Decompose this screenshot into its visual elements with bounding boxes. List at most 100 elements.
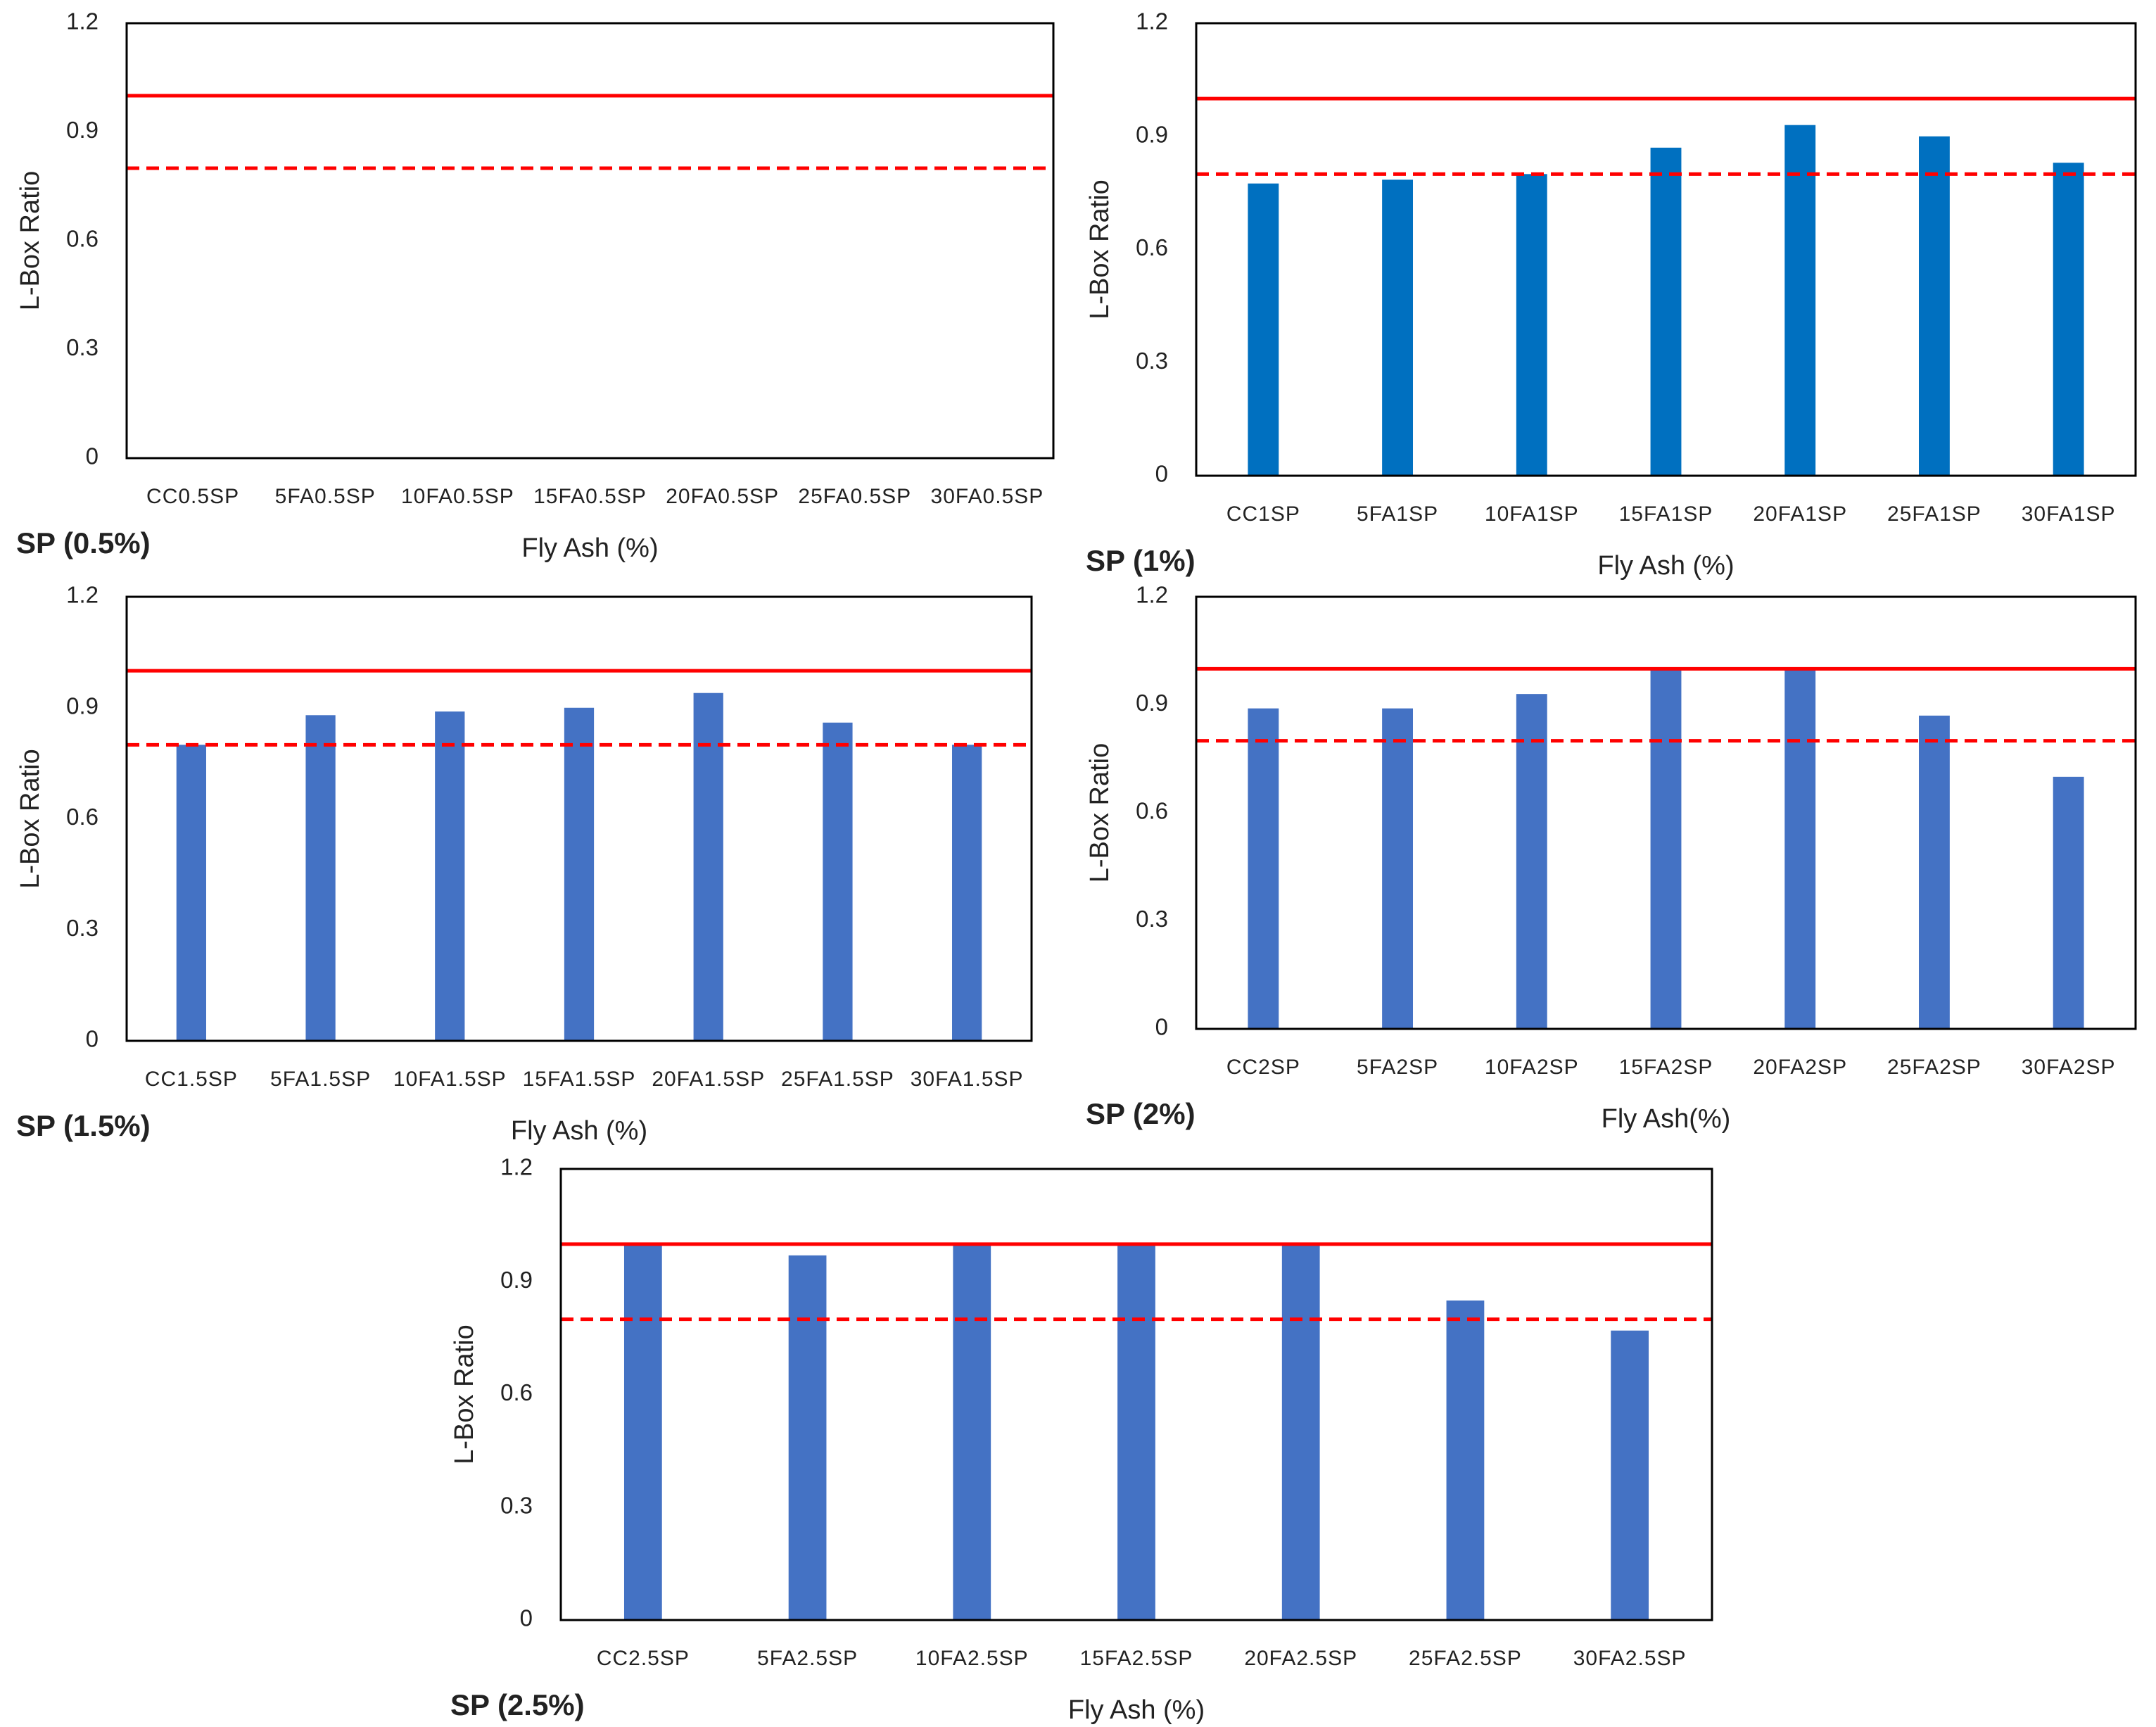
y-tick-label: 0 (86, 1026, 99, 1052)
bar (788, 1255, 827, 1620)
panel-label: SP (1%) (1086, 544, 1196, 577)
y-tick-label: 0 (86, 443, 99, 469)
y-tick-label: 0 (1155, 461, 1168, 487)
bar (1650, 147, 1682, 476)
y-tick-label: 0.9 (1136, 690, 1168, 716)
x-tick-label: 5FA1SP (1357, 502, 1438, 526)
y-tick-label: 0.3 (66, 915, 99, 941)
x-tick-label: 25FA1.5SP (781, 1068, 894, 1091)
y-axis-title: L-Box Ratio (15, 749, 45, 889)
panel-label: SP (1.5%) (16, 1109, 151, 1142)
y-tick-label: 0.3 (1136, 906, 1168, 932)
x-tick-label: 15FA2SP (1619, 1056, 1713, 1079)
x-tick-label: 15FA0.5SP (533, 485, 647, 508)
y-tick-label: 1.2 (1136, 8, 1168, 34)
y-tick-label: 1.2 (66, 582, 99, 608)
bar (952, 745, 982, 1041)
x-tick-label: 25FA1SP (1887, 502, 1981, 526)
y-tick-label: 0.6 (66, 804, 99, 830)
x-tick-label: 25FA0.5SP (798, 485, 911, 508)
x-tick-label: 20FA2.5SP (1244, 1647, 1357, 1670)
x-tick-label: 25FA2SP (1887, 1056, 1981, 1079)
y-tick-label: 0.3 (1136, 348, 1168, 374)
y-axis-title: L-Box Ratio (1085, 743, 1115, 883)
bar (1248, 708, 1279, 1029)
y-axis-title: L-Box Ratio (450, 1324, 479, 1465)
bar (623, 1244, 662, 1620)
panel: 0 0.3 0.6 0.9 1.2 CC1.5SP 5FA1.5SP 10FA1.5SP 15F… (15, 582, 1033, 1146)
bar (1248, 183, 1279, 476)
x-tick-label: CC1SP (1226, 502, 1300, 526)
bar (1446, 1300, 1485, 1620)
bar (693, 692, 723, 1041)
x-tick-label: 5FA1.5SP (270, 1068, 371, 1091)
x-tick-label: 5FA0.5SP (275, 485, 376, 508)
x-tick-label: 10FA2.5SP (915, 1647, 1029, 1670)
bar (1611, 1330, 1649, 1620)
y-tick-label: 1.2 (66, 8, 99, 34)
bar (1382, 179, 1414, 476)
y-tick-label: 0.6 (1136, 234, 1168, 260)
bar (1516, 694, 1547, 1029)
y-tick-label: 0 (520, 1605, 533, 1631)
bar (953, 1244, 991, 1620)
bar (564, 707, 595, 1041)
x-tick-label: 15FA2.5SP (1080, 1647, 1193, 1670)
x-tick-label: 30FA0.5SP (931, 485, 1044, 508)
x-tick-label: 10FA2SP (1485, 1056, 1579, 1079)
x-tick-label: 20FA2SP (1753, 1056, 1847, 1079)
panel-label: SP (2%) (1086, 1097, 1196, 1130)
x-tick-label: CC2SP (1226, 1056, 1300, 1079)
y-tick-label: 0.6 (500, 1379, 533, 1405)
bar (176, 745, 206, 1041)
x-axis-title: Fly Ash (%) (1597, 551, 1734, 581)
x-tick-label: 30FA1.5SP (911, 1068, 1024, 1091)
bar (2053, 776, 2084, 1029)
y-tick-label: 0.6 (66, 226, 99, 252)
x-tick-label: 25FA2.5SP (1409, 1647, 1522, 1670)
y-tick-label: 0.3 (500, 1492, 533, 1518)
x-tick-label: 10FA1SP (1485, 502, 1579, 526)
panel: 0 0.3 0.6 0.9 1.2 CC2SP 5FA2SP 10FA2SP 15FA2SP 20… (1085, 582, 2137, 1134)
x-tick-label: 15FA1SP (1619, 502, 1713, 526)
plot-frame (559, 1168, 1713, 1621)
x-axis-title: Fly Ash(%) (1602, 1104, 1731, 1134)
bar (2053, 163, 2084, 476)
y-tick-label: 0.9 (66, 117, 99, 143)
panel-label: SP (2.5%) (450, 1688, 585, 1721)
bar (823, 722, 853, 1041)
plot-frame (1195, 595, 2137, 1030)
y-tick-label: 0.6 (1136, 798, 1168, 824)
x-tick-label: 20FA0.5SP (666, 485, 779, 508)
x-tick-label: 5FA2.5SP (757, 1647, 858, 1670)
y-tick-label: 1.2 (1136, 582, 1168, 608)
x-tick-label: CC0.5SP (146, 485, 239, 508)
x-tick-label: 20FA1SP (1753, 502, 1847, 526)
bar (1784, 125, 1816, 476)
bar (1516, 174, 1547, 476)
x-tick-label: 20FA1.5SP (652, 1068, 765, 1091)
y-tick-label: 1.2 (500, 1154, 533, 1180)
y-axis-title: L-Box Ratio (15, 171, 45, 311)
x-tick-label: 30FA1SP (2022, 502, 2116, 526)
panel: 0 0.3 0.6 0.9 1.2 CC0.5SP 5FA0.5SP 10FA0.5SP 15F… (15, 8, 1055, 563)
x-tick-label: 30FA2.5SP (1573, 1647, 1687, 1670)
plot-frame (1195, 22, 2137, 477)
bar (1281, 1244, 1320, 1620)
x-tick-label: CC2.5SP (597, 1647, 690, 1670)
x-tick-label: 10FA0.5SP (401, 485, 514, 508)
y-tick-label: 0.9 (66, 692, 99, 719)
x-tick-label: 10FA1.5SP (393, 1068, 507, 1091)
bar (1918, 136, 1950, 476)
x-axis-title: Fly Ash (%) (521, 533, 658, 563)
plot-frame (125, 595, 1033, 1042)
bar (1382, 708, 1414, 1029)
bar (1918, 715, 1950, 1029)
bar (1117, 1244, 1155, 1620)
bar (435, 711, 465, 1041)
x-tick-label: 5FA2SP (1357, 1056, 1438, 1079)
panel: 0 0.3 0.6 0.9 1.2 CC1SP 5FA1SP 10FA1SP 15FA1SP 20… (1085, 8, 2137, 581)
bar (1650, 669, 1682, 1029)
